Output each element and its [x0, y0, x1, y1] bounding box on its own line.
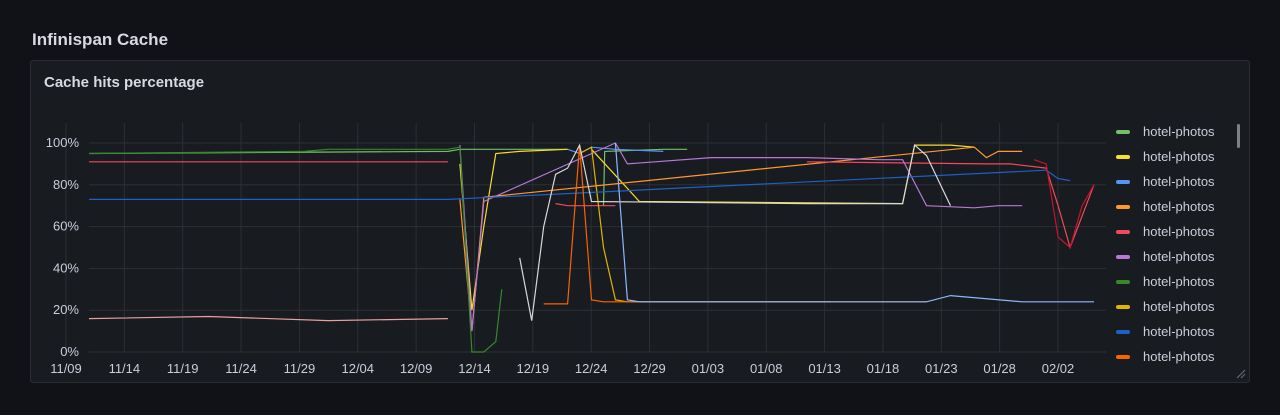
legend-label: hotel-photos — [1143, 224, 1215, 239]
resize-handle-icon[interactable] — [1236, 369, 1246, 379]
legend-label: hotel-photos — [1143, 324, 1215, 339]
series-line-12[interactable] — [519, 143, 952, 321]
legend-swatch-icon — [1116, 354, 1130, 359]
y-tick-label: 20% — [53, 302, 79, 317]
x-tick-label: 11/14 — [109, 361, 141, 376]
legend-scrollbar[interactable] — [1237, 124, 1240, 148]
cache-hits-panel: Cache hits percentage 0% 20% 40% 60% 80% 100%… — [30, 60, 1250, 383]
x-tick-label: 01/03 — [692, 361, 725, 376]
y-tick-label: 0% — [60, 344, 79, 359]
legend-item[interactable]: hotel-photos — [1116, 319, 1236, 344]
x-tick-label: 01/23 — [925, 361, 958, 376]
legend-swatch-icon — [1116, 279, 1130, 284]
legend-label: hotel-photos — [1143, 124, 1215, 139]
legend-label: hotel-photos — [1143, 299, 1215, 314]
chart-legend: hotel-photos hotel-photos hotel-photos hote… — [1116, 119, 1236, 375]
legend-swatch-icon — [1116, 254, 1130, 259]
legend-item[interactable]: hotel-photos — [1116, 119, 1236, 144]
legend-item[interactable]: hotel-photos — [1116, 269, 1236, 294]
x-tick-label: 01/28 — [983, 361, 1016, 376]
legend-swatch-icon — [1116, 229, 1130, 234]
legend-item[interactable]: hotel-photos — [1116, 144, 1236, 169]
x-tick-label: 11/29 — [284, 361, 316, 376]
x-tick-label: 11/19 — [167, 361, 199, 376]
x-tick-label: 12/29 — [633, 361, 666, 376]
legend-swatch-icon — [1116, 129, 1130, 134]
legend-item[interactable]: hotel-photos — [1116, 344, 1236, 369]
x-tick-label: 01/13 — [808, 361, 841, 376]
series-line-7[interactable] — [88, 146, 503, 353]
x-tick-label: 01/08 — [750, 361, 783, 376]
legend-swatch-icon — [1116, 204, 1130, 209]
legend-item[interactable]: hotel-photos — [1116, 169, 1236, 194]
series-line-6[interactable] — [459, 142, 1023, 332]
y-tick-label: 100% — [46, 135, 80, 150]
x-tick-label: 12/04 — [341, 361, 374, 376]
series-line-11[interactable] — [88, 315, 448, 322]
x-tick-label: 11/24 — [225, 361, 257, 376]
series-line-13[interactable] — [614, 142, 1094, 303]
legend-item[interactable]: hotel-photos — [1116, 194, 1236, 219]
legend-label: hotel-photos — [1143, 274, 1215, 289]
x-tick-label: 02/02 — [1042, 361, 1075, 376]
x-tick-label: 12/19 — [517, 361, 550, 376]
x-tick-label: 11/09 — [50, 361, 82, 376]
series-line-2[interactable] — [459, 144, 975, 311]
y-tick-label: 60% — [53, 219, 79, 234]
x-tick-label: 12/24 — [575, 361, 608, 376]
legend-item[interactable]: hotel-photos — [1116, 219, 1236, 244]
y-tick-label: 40% — [53, 260, 79, 275]
legend-label: hotel-photos — [1143, 174, 1215, 189]
row-title[interactable]: Infinispan Cache — [32, 30, 169, 49]
time-series-chart[interactable]: 0% 20% 40% 60% 80% 100% 11/09 11/14 11/19 11/24 1… — [31, 61, 1111, 384]
legend-swatch-icon — [1116, 154, 1130, 159]
legend-item[interactable]: hotel-photos — [1116, 244, 1236, 269]
legend-swatch-icon — [1116, 179, 1130, 184]
x-tick-label: 12/14 — [458, 361, 491, 376]
series-line-14[interactable] — [1034, 159, 1095, 249]
legend-label: hotel-photos — [1143, 199, 1215, 214]
legend-label: hotel-photos — [1143, 149, 1215, 164]
y-tick-label: 80% — [53, 177, 79, 192]
legend-label: hotel-photos — [1143, 249, 1215, 264]
legend-swatch-icon — [1116, 304, 1130, 309]
legend-item[interactable]: hotel-photos — [1116, 294, 1236, 319]
x-tick-label: 01/18 — [867, 361, 900, 376]
x-tick-label: 12/09 — [400, 361, 433, 376]
legend-label: hotel-photos — [1143, 349, 1215, 364]
series-line-9[interactable] — [89, 169, 1071, 200]
panel-title[interactable]: Cache hits percentage — [44, 74, 205, 91]
legend-swatch-icon — [1116, 329, 1130, 334]
